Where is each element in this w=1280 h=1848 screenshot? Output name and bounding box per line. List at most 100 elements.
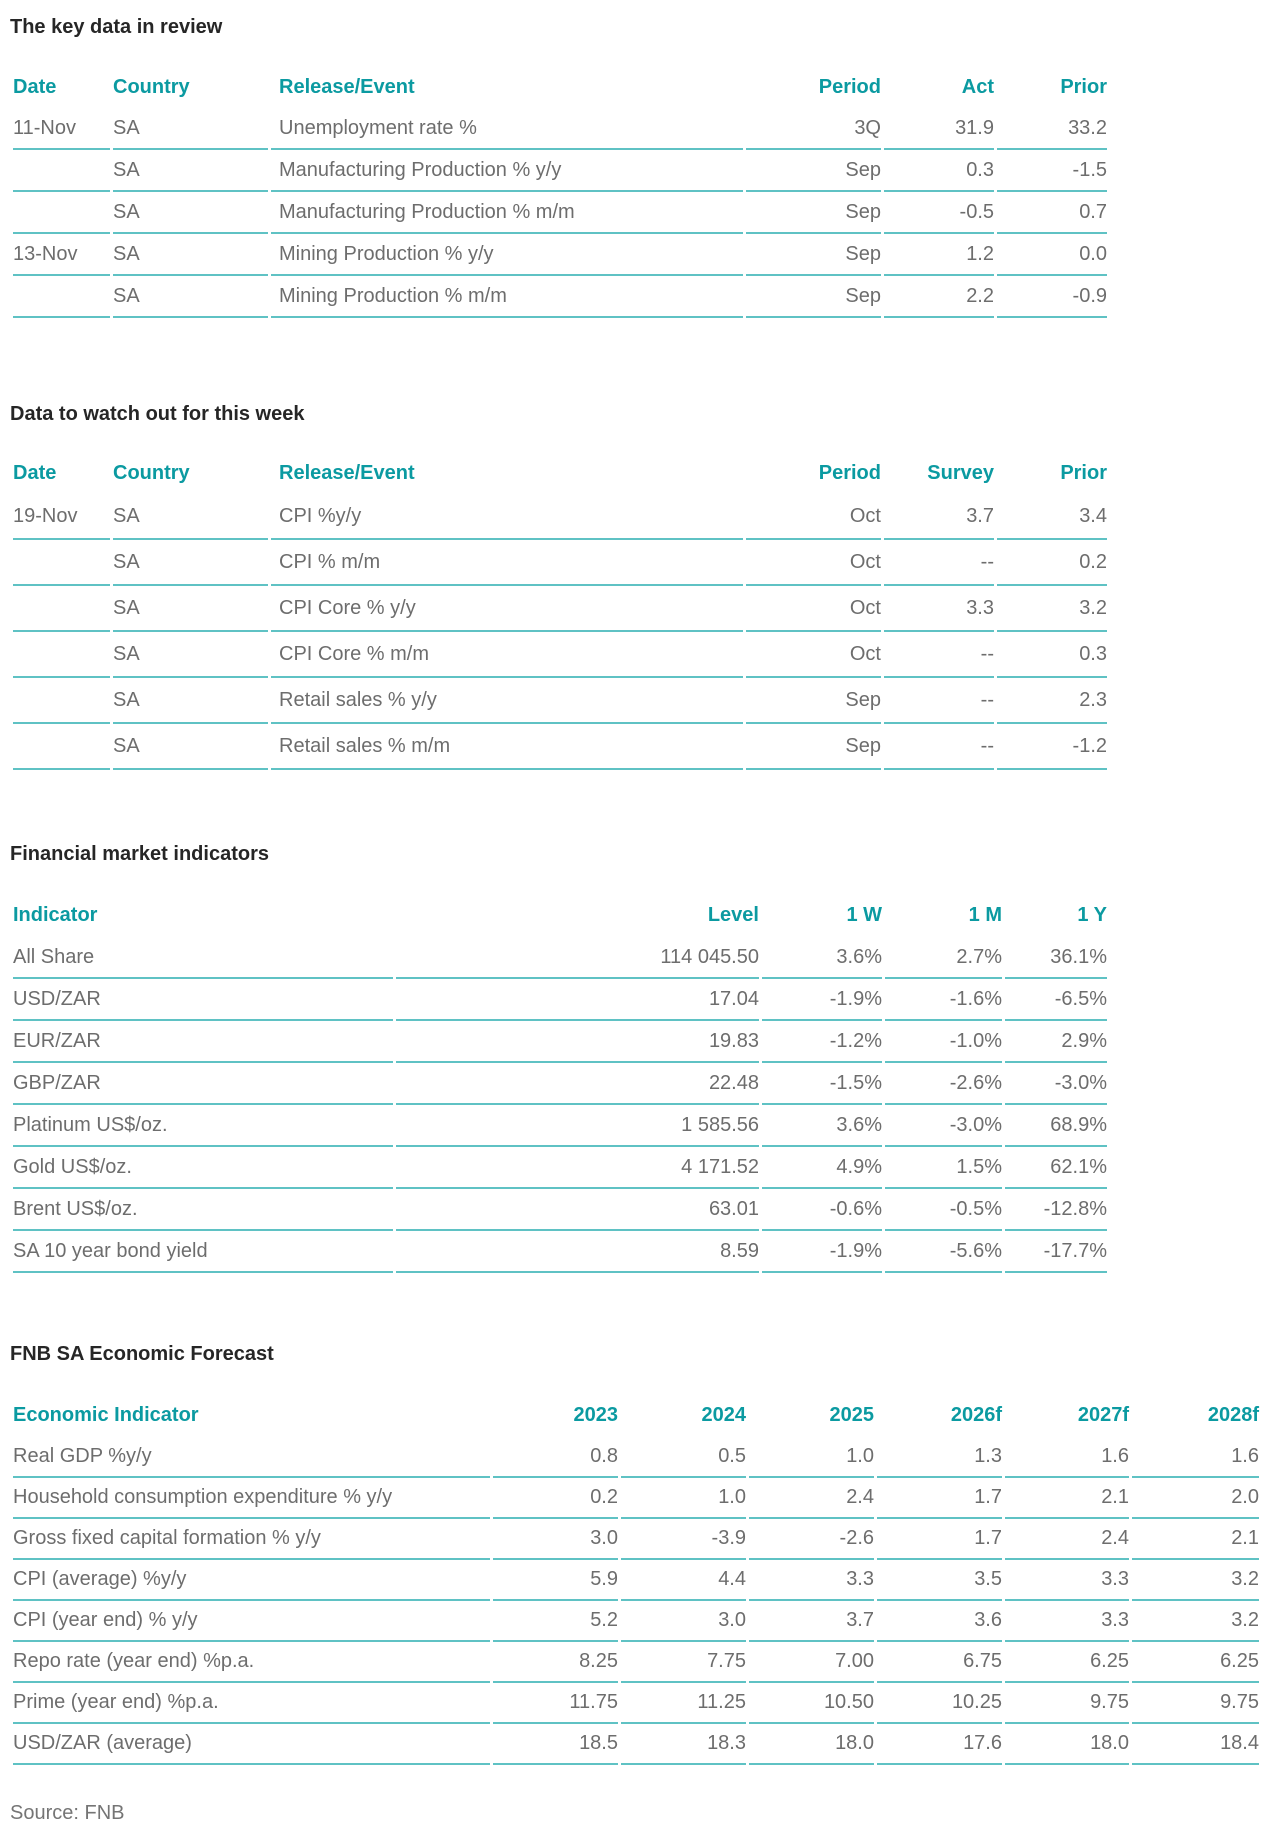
table-cell: 17.6 — [877, 1724, 1002, 1765]
column-header: 2026f — [950, 1403, 1002, 1426]
table-cell: 11.75 — [493, 1683, 618, 1724]
table-cell: CPI (year end) % y/y — [13, 1601, 490, 1642]
table-cell: -- — [884, 678, 994, 724]
table-cell: Mining Production % m/m — [271, 276, 743, 318]
column-header: 1 M — [968, 903, 1002, 926]
table-cell: 19.83 — [396, 1021, 759, 1063]
table-cell: Gross fixed capital formation % y/y — [13, 1519, 490, 1560]
table-cell: 2.3 — [997, 678, 1107, 724]
table-cell: 3.2 — [1132, 1601, 1259, 1642]
table-cell — [13, 540, 110, 586]
table-row: EUR/ZAR 19.83 -1.2% -1.0% 2.9% — [13, 1021, 1107, 1063]
table-cell: -5.6% — [885, 1231, 1002, 1273]
table-cell: -1.2 — [997, 724, 1107, 770]
table-cell: Sep — [746, 678, 881, 724]
table-row: 11-Nov SA Unemployment rate % 3Q 31.9 33.2 — [13, 108, 1107, 150]
table-cell: 62.1% — [1005, 1147, 1107, 1189]
table-cell: SA — [113, 234, 268, 276]
table-row: All Share 114 045.50 3.6% 2.7% 36.1% — [13, 937, 1107, 979]
table-cell: 114 045.50 — [396, 937, 759, 979]
table-cell: SA 10 year bond yield — [13, 1231, 393, 1273]
table-cell: 1 585.56 — [396, 1105, 759, 1147]
table-row: SA Retail sales % y/y Sep -- 2.3 — [13, 678, 1107, 724]
table-header-row: Date Country Release/Event Period Act Prior — [13, 66, 1107, 108]
table-cell: -1.2% — [762, 1021, 882, 1063]
column-header: Country — [113, 461, 190, 484]
table-cell: 11.25 — [621, 1683, 746, 1724]
table-cell: 8.25 — [493, 1642, 618, 1683]
economic-forecast-table: Economic Indicator 2023 2024 2025 2026f 2027f… — [10, 1393, 1262, 1765]
table-cell: 7.75 — [621, 1642, 746, 1683]
table-row: SA CPI Core % y/y Oct 3.3 3.2 — [13, 586, 1107, 632]
column-header: 1 Y — [1077, 903, 1107, 926]
table-cell: SA — [113, 586, 268, 632]
column-header: 2028f — [1207, 1403, 1259, 1426]
table-row: SA CPI % m/m Oct -- 0.2 — [13, 540, 1107, 586]
table-cell: CPI % m/m — [271, 540, 743, 586]
column-header: Prior — [1060, 75, 1107, 98]
table-cell: -- — [884, 540, 994, 586]
table-cell: 2.1 — [1005, 1478, 1129, 1519]
table-cell: Sep — [746, 150, 881, 192]
table-cell: -2.6 — [749, 1519, 874, 1560]
column-header: Release/Event — [279, 75, 415, 98]
table-cell: 1.6 — [1132, 1437, 1259, 1478]
table-cell: 11-Nov — [13, 108, 110, 150]
table-row: SA Mining Production % m/m Sep 2.2 -0.9 — [13, 276, 1107, 318]
table-cell: SA — [113, 678, 268, 724]
table-cell: 0.3 — [997, 632, 1107, 678]
table-row: SA 10 year bond yield 8.59 -1.9% -5.6% -17.7… — [13, 1231, 1107, 1273]
table-cell: 1.6 — [1005, 1437, 1129, 1478]
column-header: Act — [961, 75, 994, 98]
table-cell — [13, 276, 110, 318]
table-cell: Repo rate (year end) %p.a. — [13, 1642, 490, 1683]
table-cell: 2.4 — [749, 1478, 874, 1519]
table-cell: 3.6% — [762, 937, 882, 979]
column-header: Period — [818, 461, 881, 484]
table-row: Repo rate (year end) %p.a. 8.25 7.75 7.00 6.… — [13, 1642, 1259, 1683]
table-cell: 0.2 — [997, 540, 1107, 586]
table-cell: 19-Nov — [13, 494, 110, 540]
table-cell: -6.5% — [1005, 979, 1107, 1021]
table-cell: Platinum US$/oz. — [13, 1105, 393, 1147]
table-cell: -0.5% — [885, 1189, 1002, 1231]
table-cell: 63.01 — [396, 1189, 759, 1231]
table-cell: 36.1% — [1005, 937, 1107, 979]
column-header: 2025 — [829, 1403, 875, 1426]
table-header-row: Date Country Release/Event Period Survey Prio… — [13, 452, 1107, 494]
table-cell: -1.6% — [885, 979, 1002, 1021]
table-cell: Manufacturing Production % y/y — [271, 150, 743, 192]
table-cell: 4.4 — [621, 1560, 746, 1601]
table-cell: 0.5 — [621, 1437, 746, 1478]
table-cell: -- — [884, 632, 994, 678]
table-cell: -1.5% — [762, 1063, 882, 1105]
section-title-economic-forecast: FNB SA Economic Forecast — [10, 1343, 274, 1365]
table-cell: 1.3 — [877, 1437, 1002, 1478]
table-cell: 8.59 — [396, 1231, 759, 1273]
table-cell: 0.3 — [884, 150, 994, 192]
table-cell: CPI Core % y/y — [271, 586, 743, 632]
table-cell: Gold US$/oz. — [13, 1147, 393, 1189]
table-cell: 33.2 — [997, 108, 1107, 150]
table-cell: -- — [884, 724, 994, 770]
source-note: Source: FNB — [10, 1802, 125, 1824]
table-cell: 0.2 — [493, 1478, 618, 1519]
table-row: USD/ZAR 17.04 -1.9% -1.6% -6.5% — [13, 979, 1107, 1021]
table-cell: Mining Production % y/y — [271, 234, 743, 276]
table-cell: 2.2 — [884, 276, 994, 318]
column-header: 1 W — [846, 903, 882, 926]
table-cell: 2.9% — [1005, 1021, 1107, 1063]
table-cell: 1.7 — [877, 1519, 1002, 1560]
table-cell: Oct — [746, 494, 881, 540]
table-cell: -1.5 — [997, 150, 1107, 192]
table-cell: 0.8 — [493, 1437, 618, 1478]
table-cell: 10.25 — [877, 1683, 1002, 1724]
table-cell: Prime (year end) %p.a. — [13, 1683, 490, 1724]
table-cell: 5.9 — [493, 1560, 618, 1601]
column-header: Date — [13, 461, 57, 484]
table-cell: -1.0% — [885, 1021, 1002, 1063]
table-cell: Household consumption expenditure % y/y — [13, 1478, 490, 1519]
table-cell: -1.9% — [762, 1231, 882, 1273]
table-cell: 6.25 — [1132, 1642, 1259, 1683]
